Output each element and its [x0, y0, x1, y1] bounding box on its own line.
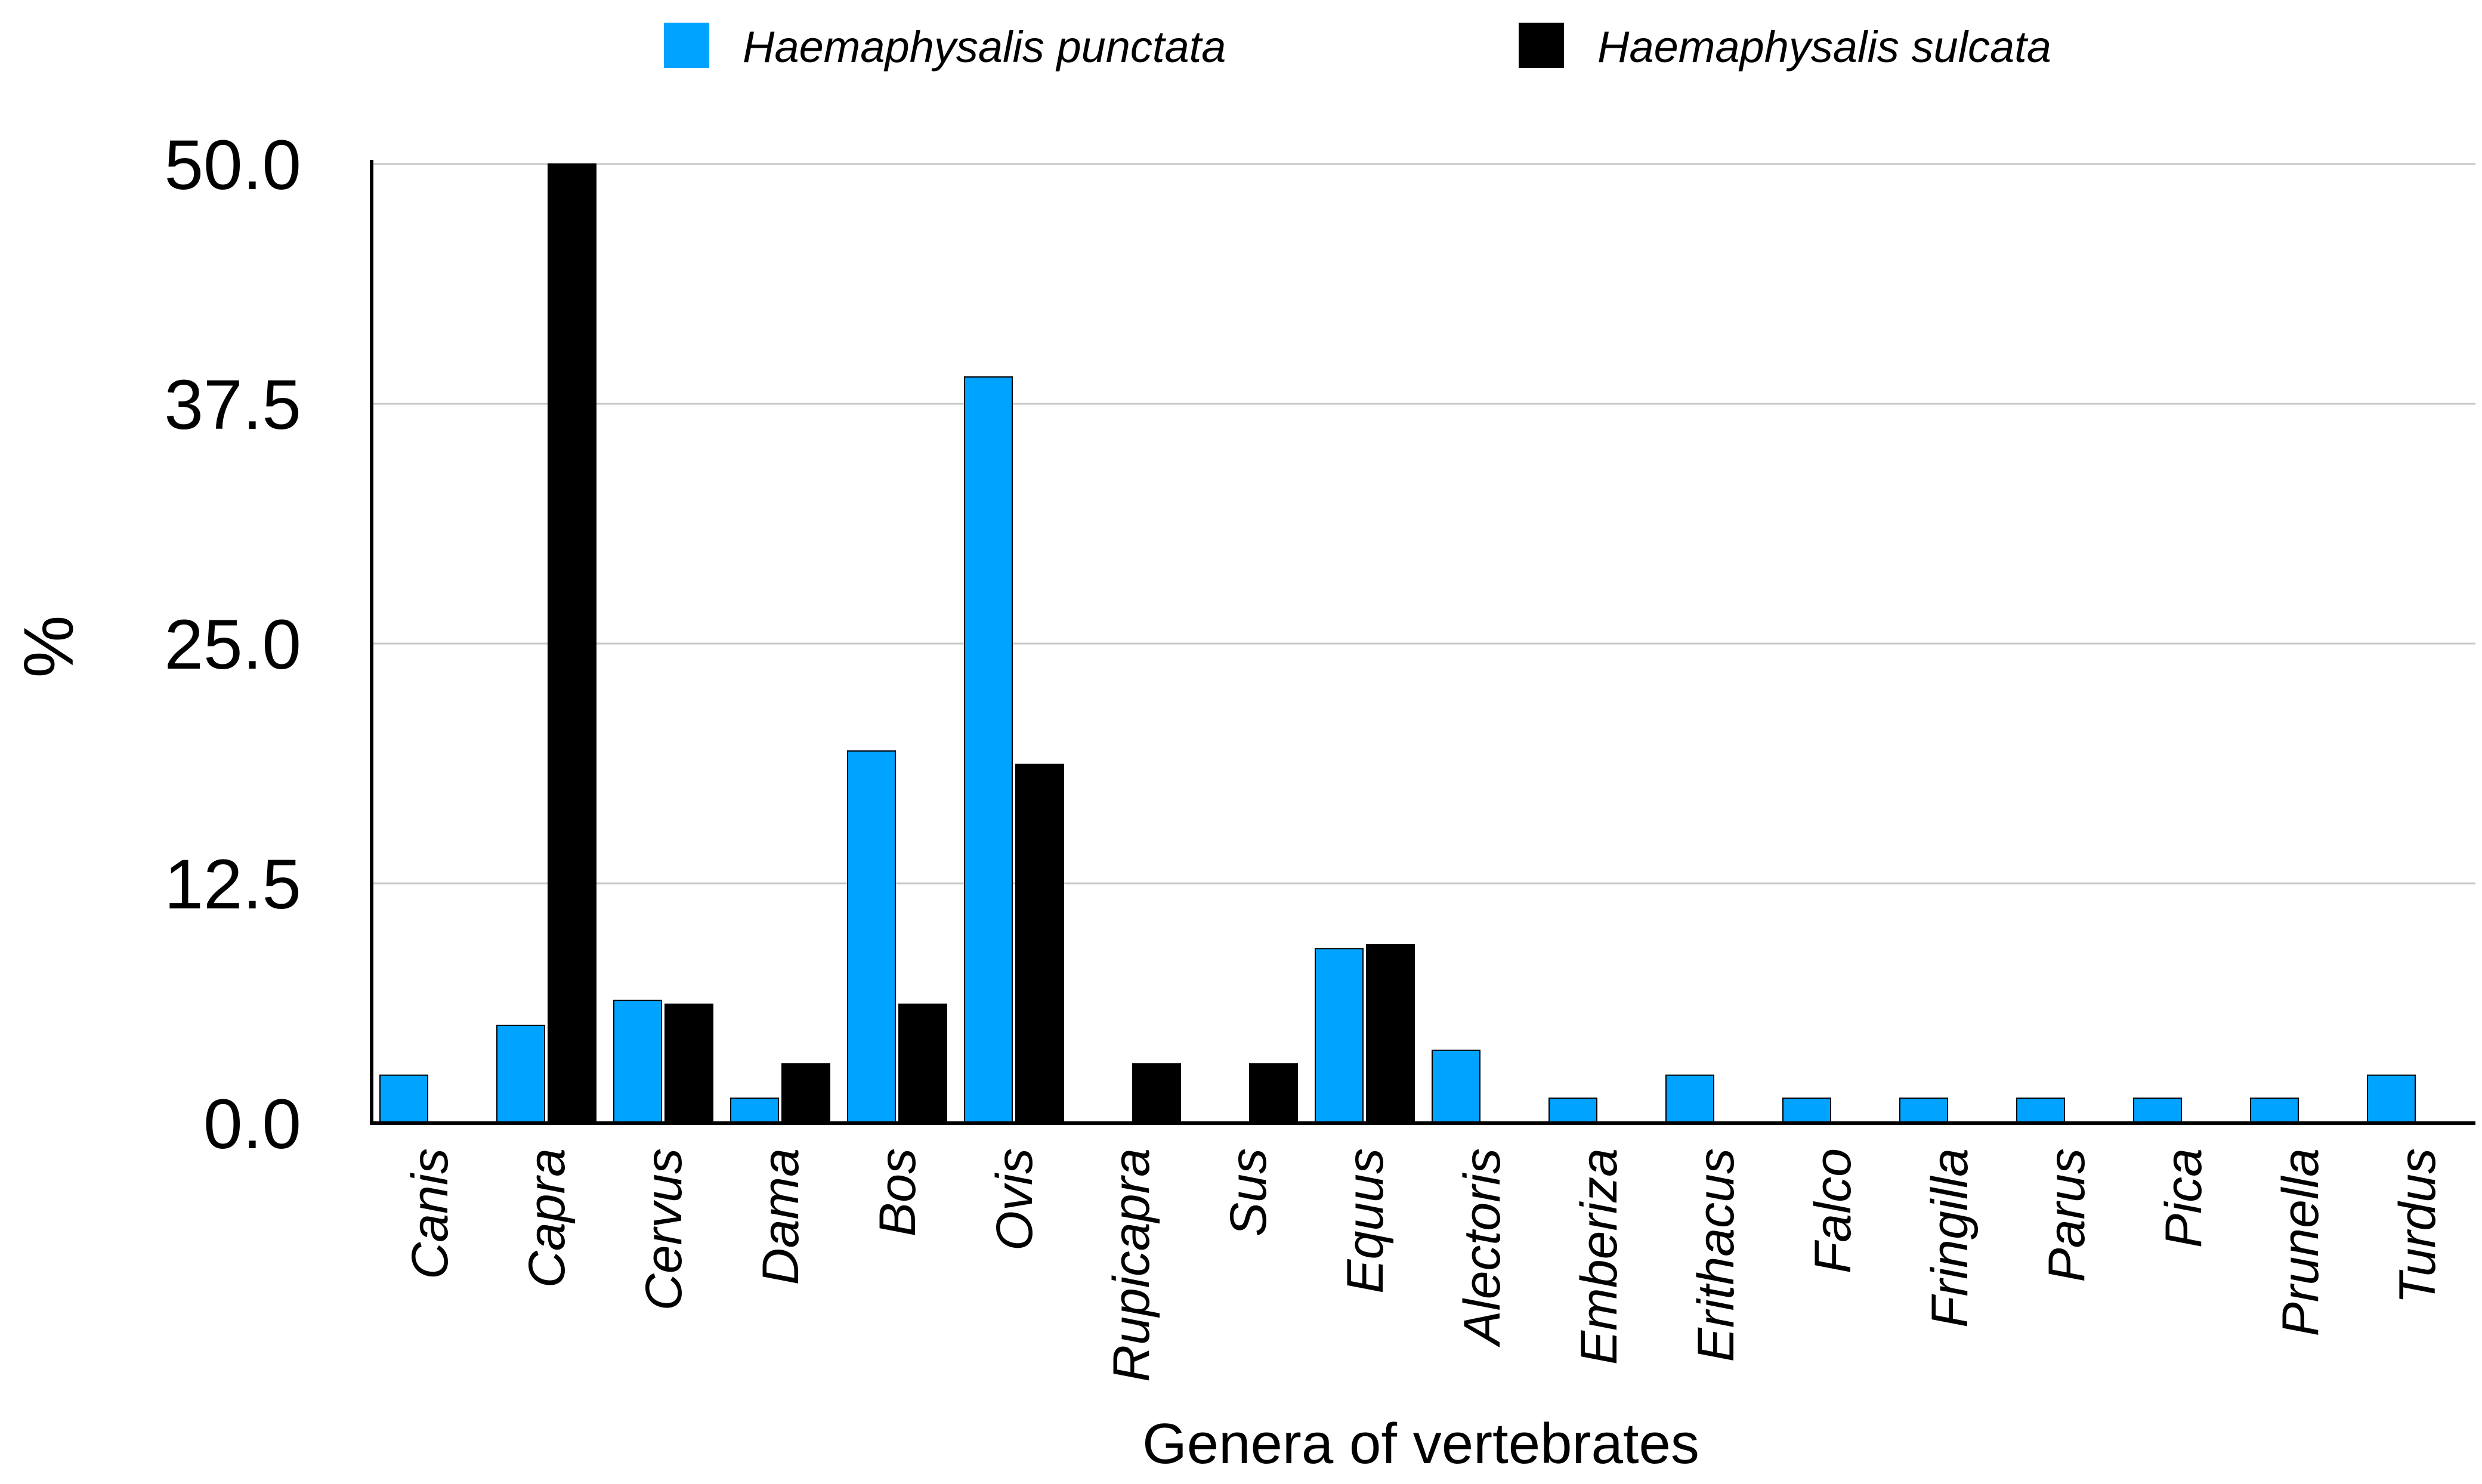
bar-punctata-emberiza: [1548, 1097, 1597, 1124]
bar-punctata-falco: [1782, 1097, 1831, 1124]
bar-sulcata-cervus: [664, 1003, 713, 1124]
y-tick-label: 12.5: [164, 845, 301, 924]
x-tick-label-falco: Falco: [1804, 1148, 1862, 1273]
x-tick-label-parus: Parus: [2038, 1148, 2095, 1282]
legend-swatch-sulcata: [1519, 23, 1564, 68]
bar-punctata-turdus: [2367, 1074, 2416, 1124]
legend-label-sulcata: Haemaphysalis sulcata: [1597, 22, 2051, 72]
bar-sulcata-rupicapra: [1132, 1063, 1181, 1124]
bars: [379, 163, 2416, 1124]
bar-punctata-cervus: [613, 1000, 662, 1124]
x-tick-label-canis: Canis: [401, 1148, 459, 1279]
x-tick-label-prunella: Prunella: [2272, 1148, 2329, 1337]
x-tick-label-erithacus: Erithacus: [1687, 1148, 1745, 1362]
legend: Haemaphysalis punctata Haemaphysalis sul…: [664, 22, 2051, 72]
gridlines: [372, 163, 2475, 885]
x-axis-labels: Canis Capra Cervus Dama Bos Ovis Rupicapra Sus E…: [401, 1148, 2446, 1382]
x-tick-label-emberiza: Emberiza: [1571, 1148, 1628, 1365]
bar-punctata-fringilla: [1899, 1097, 1948, 1124]
bar-punctata-equus: [1315, 948, 1364, 1124]
x-tick-label-rupicapra: Rupicapra: [1103, 1148, 1160, 1382]
bar-sulcata-sus: [1249, 1063, 1298, 1124]
bar-punctata-canis: [379, 1074, 428, 1124]
y-tick-label: 50.0: [164, 126, 301, 205]
y-axis-title: %: [10, 616, 88, 678]
y-tick-label: 37.5: [164, 366, 301, 444]
x-axis-title: Genera of vertebrates: [1142, 1412, 1699, 1476]
y-axis-ticks: 0.0 12.5 25.0 37.5 50.0: [164, 126, 301, 1164]
x-tick-label-pica: Pica: [2155, 1148, 2212, 1248]
bar-sulcata-bos: [898, 1003, 947, 1124]
x-tick-label-capra: Capra: [518, 1148, 576, 1288]
x-tick-label-fringilla: Fringilla: [1921, 1148, 1979, 1328]
y-tick-label: 25.0: [164, 605, 301, 684]
bar-sulcata-dama: [781, 1063, 830, 1124]
x-tick-label-alectoris: Alectoris: [1454, 1148, 1511, 1348]
bar-punctata-dama: [730, 1097, 779, 1124]
bar-sulcata-capra: [548, 163, 596, 1124]
x-tick-label-cervus: Cervus: [635, 1148, 693, 1310]
x-tick-label-sus: Sus: [1220, 1148, 1277, 1236]
x-tick-label-bos: Bos: [869, 1148, 926, 1236]
legend-label-punctata: Haemaphysalis punctata: [743, 22, 1226, 72]
bar-sulcata-ovis: [1015, 763, 1064, 1124]
bar-punctata-pica: [2133, 1097, 2182, 1124]
x-tick-label-ovis: Ovis: [986, 1148, 1043, 1251]
bar-punctata-erithacus: [1665, 1074, 1714, 1124]
x-tick-label-turdus: Turdus: [2389, 1148, 2446, 1304]
bar-sulcata-equus: [1366, 944, 1415, 1124]
bar-punctata-capra: [496, 1024, 545, 1124]
bar-punctata-prunella: [2250, 1097, 2299, 1124]
legend-swatch-punctata: [664, 23, 709, 68]
bar-punctata-ovis: [964, 376, 1013, 1124]
bar-punctata-parus: [2016, 1097, 2065, 1124]
bar-punctata-bos: [847, 750, 896, 1124]
y-tick-label: 0.0: [203, 1085, 301, 1164]
x-tick-label-dama: Dama: [752, 1148, 809, 1285]
x-tick-label-equus: Equus: [1337, 1148, 1394, 1294]
bar-punctata-alectoris: [1432, 1049, 1480, 1124]
